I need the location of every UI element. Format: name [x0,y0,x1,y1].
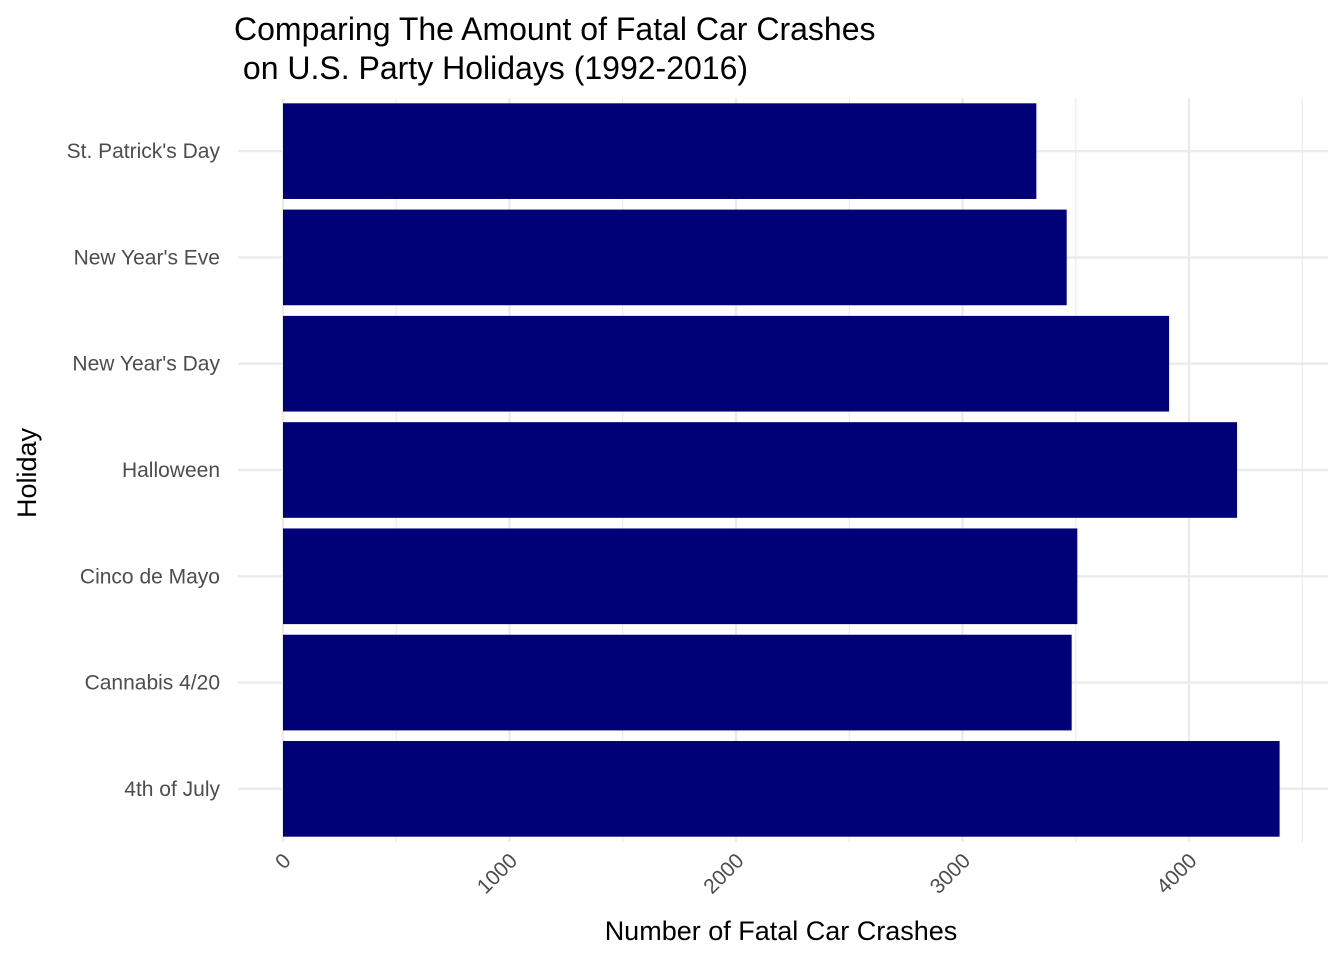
x-tick-label: 1000 [473,849,522,898]
y-tick-label: Halloween [122,459,220,482]
bar-cannabis-4-20 [283,634,1072,731]
bar-cinco-de-mayo [283,528,1078,625]
chart-title-line-2: on U.S. Party Holidays (1992-2016) [234,50,748,86]
bar-4th-of-july [283,741,1280,837]
y-tick-label: 4th of July [124,778,220,801]
y-tick-labels: 4th of July Cannabis 4/20 Cinco de Mayo Hal… [67,140,221,801]
chart-title-line-1: Comparing The Amount of Fatal Car Crashe… [234,11,875,47]
bars [283,103,1280,837]
chart-title: Comparing The Amount of Fatal Car Crashe… [234,11,884,86]
y-axis-title: Holiday [12,427,42,518]
bar-st-patrick-s-day [283,103,1037,199]
x-tick-label: 0 [271,849,296,874]
x-tick-labels: 0 1000 2000 3000 4000 [271,849,1202,898]
y-tick-label: St. Patrick's Day [67,140,221,163]
x-tick-label: 4000 [1152,849,1201,898]
bar-new-year-s-eve [283,209,1067,306]
bar-new-year-s-day [283,315,1170,412]
y-tick-label: New Year's Eve [74,246,220,269]
y-tick-label: Cinco de Mayo [80,565,220,588]
x-tick-label: 2000 [699,849,748,898]
bar-halloween [283,422,1238,518]
x-axis-title: Number of Fatal Car Crashes [605,916,958,946]
y-tick-label: New Year's Day [72,353,220,376]
x-tick-label: 3000 [926,849,975,898]
y-tick-label: Cannabis 4/20 [85,672,220,695]
